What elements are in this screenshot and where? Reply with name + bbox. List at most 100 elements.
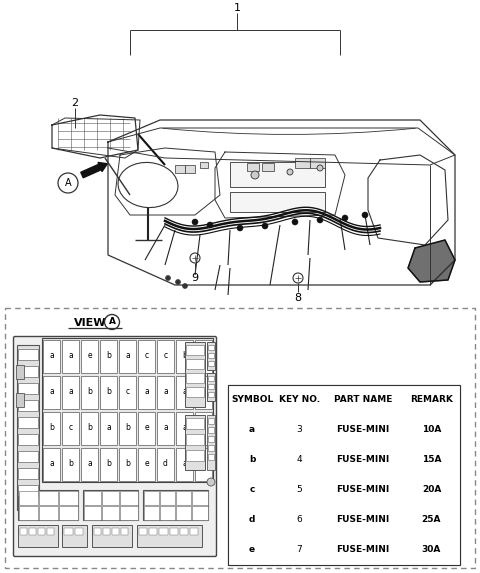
Bar [190, 528, 198, 535]
Bar [208, 454, 214, 460]
Bar [192, 505, 207, 520]
Bar [84, 505, 101, 520]
Bar [62, 525, 87, 547]
Text: a: a [163, 423, 168, 433]
Text: a: a [87, 460, 92, 469]
Bar [64, 528, 72, 535]
Text: a: a [106, 423, 111, 433]
Text: 3: 3 [297, 426, 302, 434]
Bar [186, 345, 204, 355]
Text: FUSE-MINI: FUSE-MINI [336, 426, 390, 434]
Text: 6: 6 [297, 516, 302, 524]
Bar [138, 339, 155, 372]
Bar [18, 366, 38, 377]
Text: 5: 5 [297, 485, 302, 494]
Bar [262, 163, 274, 171]
Text: 2: 2 [72, 98, 79, 108]
Text: b: b [125, 423, 130, 433]
Text: 30A: 30A [422, 545, 441, 555]
Bar [208, 418, 214, 424]
Text: a: a [182, 460, 187, 469]
Bar [38, 505, 58, 520]
Text: SYMBOL: SYMBOL [231, 395, 273, 405]
Text: REMARK: REMARK [410, 395, 453, 405]
Text: b: b [49, 423, 54, 433]
Text: KEY NO.: KEY NO. [279, 395, 320, 405]
Bar [230, 192, 325, 212]
Text: a: a [182, 423, 187, 433]
Bar [186, 373, 204, 383]
Bar [19, 490, 37, 504]
Bar [18, 400, 38, 411]
Bar [207, 415, 215, 470]
Bar [186, 418, 204, 429]
Text: 1: 1 [233, 3, 240, 13]
Circle shape [176, 280, 180, 285]
Bar [157, 375, 174, 409]
Circle shape [362, 212, 368, 218]
Text: c: c [163, 351, 168, 360]
Bar [137, 525, 202, 547]
Text: 8: 8 [294, 293, 301, 303]
Text: b: b [106, 460, 111, 469]
Bar [208, 427, 214, 433]
Bar [18, 485, 38, 496]
Text: b: b [182, 351, 187, 360]
Text: a: a [125, 351, 130, 360]
Bar [208, 361, 214, 366]
Text: a: a [68, 351, 73, 360]
Bar [230, 162, 325, 187]
Bar [200, 162, 208, 168]
Bar [195, 375, 212, 409]
Bar [5, 308, 475, 568]
Bar [149, 528, 157, 535]
Bar [208, 345, 214, 350]
Bar [160, 505, 175, 520]
Text: FUSE-MINI: FUSE-MINI [336, 485, 390, 494]
Text: a: a [68, 387, 73, 397]
Text: FUSE-MINI: FUSE-MINI [336, 545, 390, 555]
Bar [192, 490, 207, 504]
Bar [180, 528, 188, 535]
Bar [176, 490, 191, 504]
Text: b: b [249, 456, 255, 465]
Bar [120, 490, 137, 504]
Bar [186, 434, 204, 445]
Bar [59, 505, 77, 520]
Bar [159, 528, 168, 535]
Bar [62, 448, 79, 481]
Text: c: c [249, 485, 255, 494]
Bar [186, 450, 204, 461]
Bar [47, 528, 54, 535]
Text: 7: 7 [297, 545, 302, 555]
Circle shape [262, 223, 268, 229]
Bar [176, 375, 193, 409]
Bar [208, 392, 214, 397]
Text: a: a [201, 387, 206, 397]
Text: b: b [106, 387, 111, 397]
Text: a: a [144, 387, 149, 397]
Text: PART NAME: PART NAME [334, 395, 392, 405]
Bar [185, 415, 205, 470]
Bar [16, 393, 24, 407]
Text: FUSE-MINI: FUSE-MINI [336, 456, 390, 465]
Text: b: b [125, 460, 130, 469]
Text: 15A: 15A [422, 456, 441, 465]
Text: e: e [249, 545, 255, 555]
Bar [103, 528, 110, 535]
Bar [18, 490, 78, 520]
Bar [62, 339, 79, 372]
Text: 4: 4 [297, 456, 302, 465]
Bar [74, 528, 83, 535]
Bar [208, 445, 214, 451]
Bar [62, 411, 79, 445]
Bar [207, 342, 215, 370]
Bar [144, 505, 159, 520]
Bar [62, 375, 79, 409]
Bar [208, 384, 214, 389]
Bar [121, 528, 128, 535]
Circle shape [192, 219, 198, 225]
Text: e: e [144, 460, 149, 469]
Bar [310, 158, 325, 168]
Text: a: a [201, 460, 206, 469]
